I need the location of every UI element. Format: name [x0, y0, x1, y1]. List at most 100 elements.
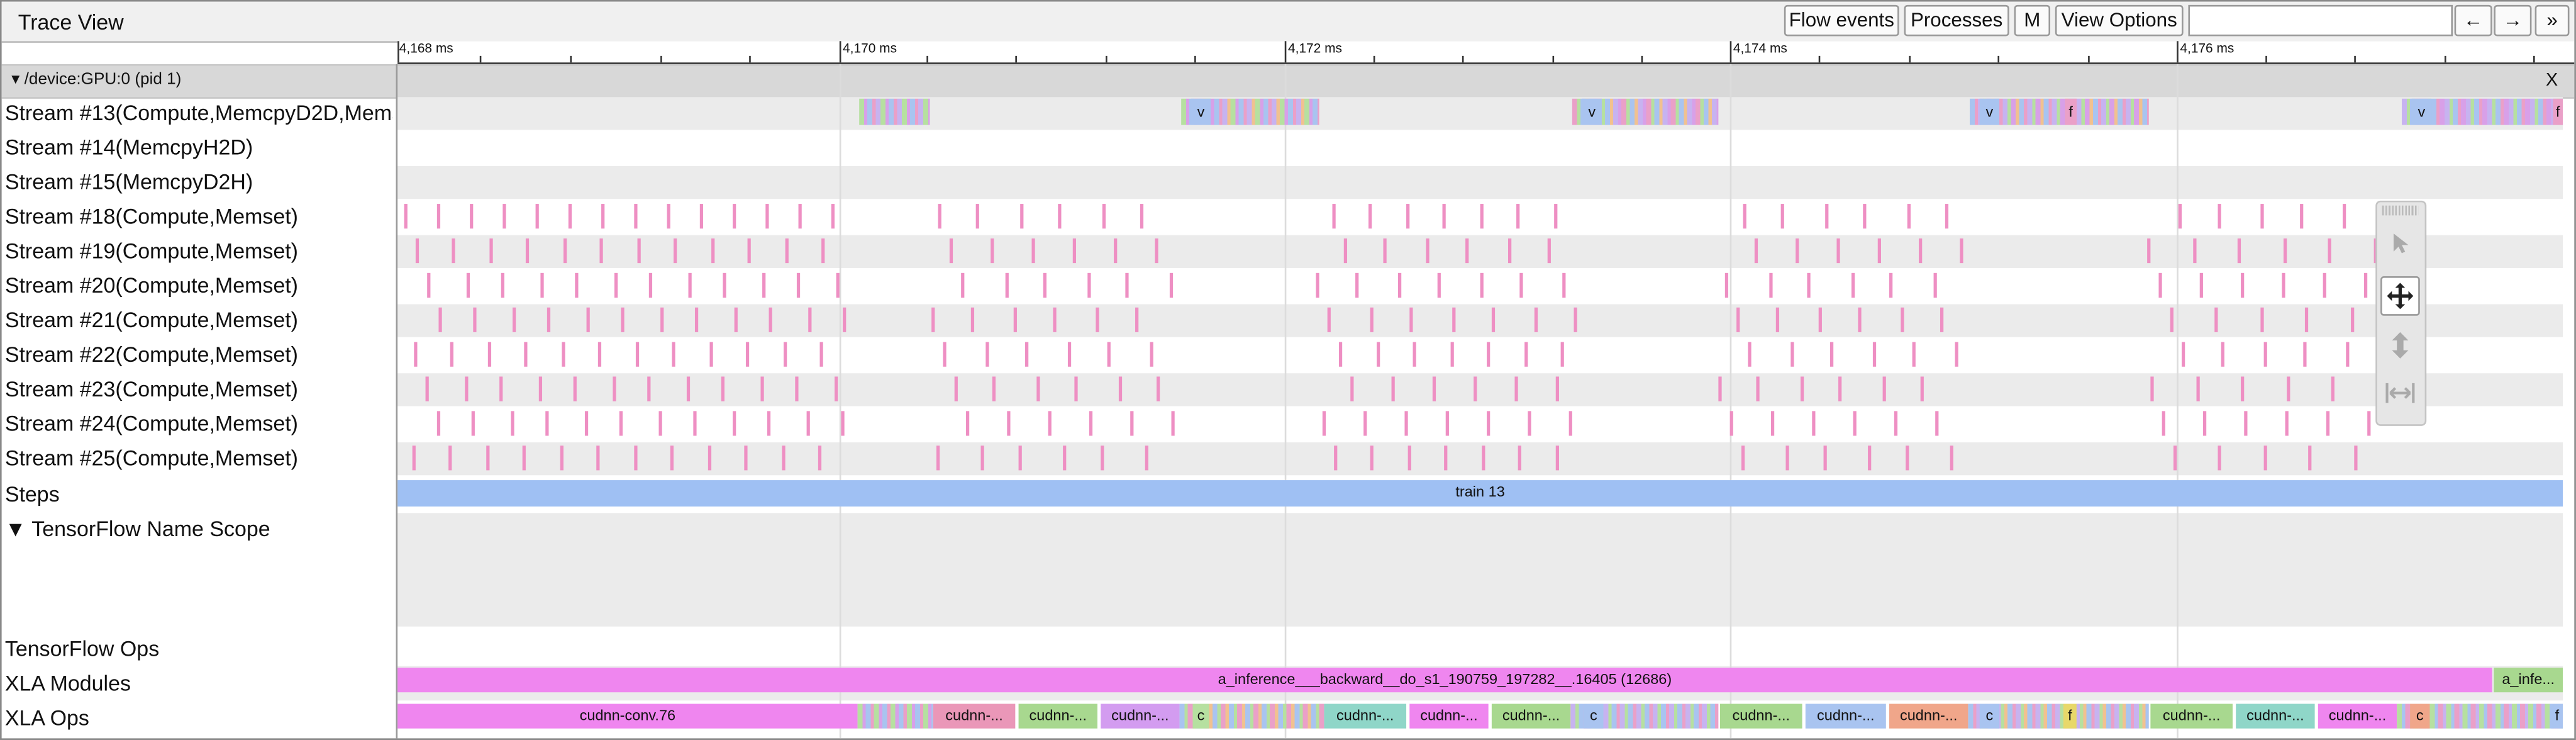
memset-kernel-mark[interactable]	[2214, 307, 2218, 332]
memset-kernel-mark[interactable]	[1072, 238, 1076, 264]
memset-kernel-mark[interactable]	[1370, 446, 1374, 471]
memset-kernel-mark[interactable]	[747, 238, 751, 264]
memset-kernel-mark[interactable]	[2218, 204, 2221, 229]
memset-kernel-mark[interactable]	[1519, 272, 1523, 298]
memset-kernel-mark[interactable]	[745, 342, 750, 367]
memset-kernel-mark[interactable]	[1568, 411, 1572, 436]
memset-kernel-mark[interactable]	[1769, 272, 1773, 298]
memset-kernel-mark[interactable]	[573, 376, 577, 401]
memset-kernel-mark[interactable]	[709, 342, 713, 367]
memset-kernel-mark[interactable]	[765, 204, 769, 229]
memset-kernel-mark[interactable]	[1125, 272, 1129, 298]
memset-kernel-mark[interactable]	[785, 238, 789, 264]
memset-kernel-mark[interactable]	[2300, 204, 2304, 229]
memset-kernel-mark[interactable]	[613, 376, 616, 401]
memset-kernel-mark[interactable]	[2173, 446, 2177, 471]
memset-kernel-mark[interactable]	[1018, 446, 1022, 471]
memset-kernel-mark[interactable]	[568, 204, 572, 229]
memset-kernel-mark[interactable]	[1877, 238, 1881, 264]
memset-kernel-mark[interactable]	[693, 411, 697, 436]
expand-panel-button[interactable]: »	[2534, 4, 2570, 36]
memset-kernel-mark[interactable]	[1487, 411, 1491, 436]
memset-kernel-mark[interactable]	[1882, 376, 1886, 401]
memset-kernel-mark[interactable]	[2282, 272, 2285, 298]
memset-kernel-mark[interactable]	[670, 446, 674, 471]
xla-op-slice[interactable]: cudnn-conv.76	[397, 704, 858, 729]
memset-kernel-mark[interactable]	[1437, 272, 1441, 298]
xla-op-slice[interactable]: f	[2063, 704, 2077, 729]
xla-op-slice[interactable]: cudnn-...	[1324, 704, 1407, 729]
row-label-stream-19[interactable]: Stream #19(Compute,Memset)	[4, 238, 298, 264]
memset-kernel-mark[interactable]	[991, 238, 994, 264]
memset-kernel-mark[interactable]	[965, 411, 970, 436]
memset-kernel-mark[interactable]	[1445, 411, 1449, 436]
memset-kernel-mark[interactable]	[1005, 272, 1009, 298]
memset-kernel-mark[interactable]	[1547, 238, 1551, 264]
memset-kernel-mark[interactable]	[2162, 411, 2165, 436]
memset-kernel-mark[interactable]	[1101, 446, 1104, 471]
memset-kernel-mark[interactable]	[1363, 411, 1367, 436]
zoom-icon[interactable]	[2380, 327, 2420, 367]
memset-kernel-mark[interactable]	[1013, 307, 1017, 332]
memset-kernel-mark[interactable]	[1338, 342, 1343, 367]
lane-stream-14[interactable]	[397, 132, 2563, 166]
memset-kernel-mark[interactable]	[836, 272, 840, 298]
memset-kernel-mark[interactable]	[535, 204, 539, 229]
memset-kernel-mark[interactable]	[767, 411, 771, 436]
memset-kernel-mark[interactable]	[674, 238, 677, 264]
memset-kernel-mark[interactable]	[1790, 342, 1794, 367]
memset-kernel-mark[interactable]	[1130, 411, 1134, 436]
memset-kernel-mark[interactable]	[936, 446, 940, 471]
memset-kernel-mark[interactable]	[834, 376, 838, 401]
memset-kernel-mark[interactable]	[1334, 446, 1338, 471]
memset-kernel-mark[interactable]	[2354, 446, 2358, 471]
memset-kernel-mark[interactable]	[1383, 238, 1387, 264]
memset-kernel-mark[interactable]	[699, 204, 704, 229]
memset-kernel-mark[interactable]	[733, 204, 736, 229]
memset-kernel-mark[interactable]	[1487, 342, 1491, 367]
memset-kernel-mark[interactable]	[760, 376, 764, 401]
memset-kernel-mark[interactable]	[1096, 307, 1099, 332]
memset-kernel-mark[interactable]	[2182, 342, 2185, 367]
memset-kernel-mark[interactable]	[614, 272, 618, 298]
memset-kernel-mark[interactable]	[975, 204, 979, 229]
memset-kernel-mark[interactable]	[723, 272, 726, 298]
memset-kernel-mark[interactable]	[961, 272, 965, 298]
memset-kernel-mark[interactable]	[821, 238, 825, 264]
memset-kernel-mark[interactable]	[1872, 342, 1877, 367]
stream13-kernel-cluster[interactable]	[859, 98, 930, 125]
process-header[interactable]: ▾ /device:GPU:0 (pid 1) X	[1, 64, 2575, 99]
memset-kernel-mark[interactable]	[2202, 411, 2207, 436]
row-label-stream-21[interactable]: Stream #21(Compute,Memset)	[4, 307, 298, 332]
memset-kernel-mark[interactable]	[1350, 376, 1354, 401]
memset-kernel-mark[interactable]	[1450, 342, 1454, 367]
memset-kernel-mark[interactable]	[721, 376, 724, 401]
lane-stream-19[interactable]	[397, 235, 2563, 268]
memset-kernel-mark[interactable]	[436, 411, 441, 436]
memset-kernel-mark[interactable]	[1889, 272, 1893, 298]
drag-handle[interactable]	[2382, 205, 2419, 216]
memset-kernel-mark[interactable]	[1829, 342, 1834, 367]
stream13-slice[interactable]: v	[1191, 98, 1211, 125]
memset-kernel-mark[interactable]	[1912, 342, 1916, 367]
memset-kernel-mark[interactable]	[524, 342, 528, 367]
memset-kernel-mark[interactable]	[744, 446, 748, 471]
memset-kernel-mark[interactable]	[2323, 272, 2326, 298]
memset-kernel-mark[interactable]	[2351, 307, 2355, 332]
flow-events-button[interactable]: Flow events	[1784, 4, 1899, 36]
step-train-13[interactable]: train 13	[397, 480, 2563, 507]
memset-kernel-mark[interactable]	[1087, 272, 1091, 298]
memset-kernel-mark[interactable]	[1555, 376, 1559, 401]
memset-kernel-mark[interactable]	[1528, 411, 1531, 436]
memset-kernel-mark[interactable]	[1370, 307, 1374, 332]
memset-kernel-mark[interactable]	[2363, 272, 2368, 298]
memset-kernel-mark[interactable]	[1156, 376, 1160, 401]
memset-kernel-mark[interactable]	[1368, 204, 1372, 229]
memset-kernel-mark[interactable]	[762, 272, 766, 298]
memset-kernel-mark[interactable]	[954, 376, 958, 401]
xla-op-slice[interactable]: cudnn-...	[1805, 704, 1886, 729]
memset-kernel-mark[interactable]	[1940, 307, 1944, 332]
memset-kernel-mark[interactable]	[545, 411, 549, 436]
memset-kernel-mark[interactable]	[1901, 307, 1904, 332]
memset-kernel-mark[interactable]	[1741, 446, 1745, 471]
